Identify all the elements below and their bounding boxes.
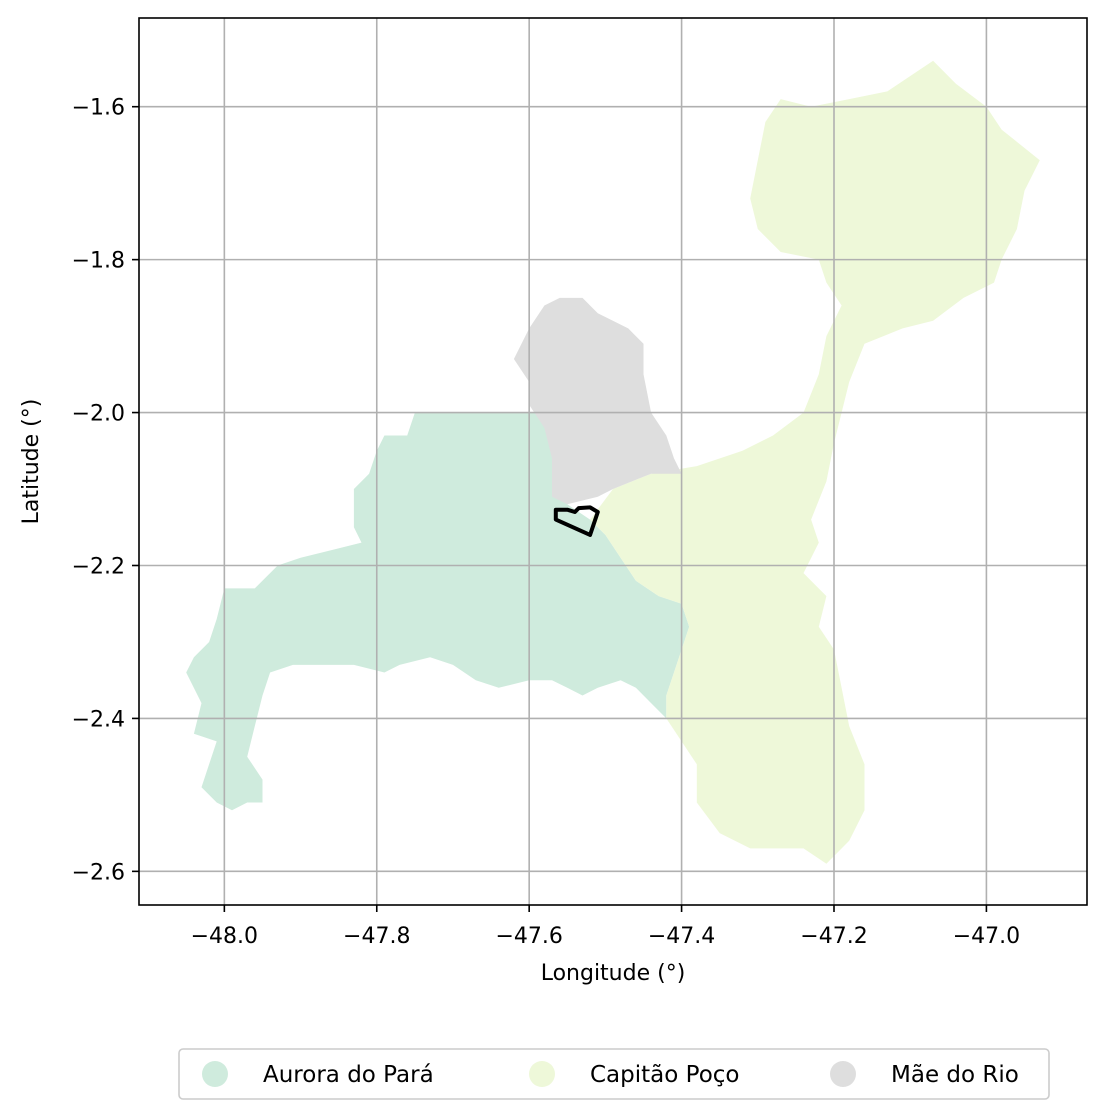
y-axis-label: Latitude (°) [19, 399, 44, 525]
region-capitao-poco [590, 60, 1040, 864]
y-tick-label: −2.2 [72, 554, 125, 579]
legend-marker-mae-do-rio [830, 1061, 856, 1087]
x-tick-label: −47.4 [648, 924, 715, 949]
y-tick-label: −1.6 [72, 96, 125, 121]
legend-label-aurora-do-para: Aurora do Pará [263, 1062, 434, 1088]
y-tick-label: −2.0 [72, 402, 125, 427]
plot-frame [138, 17, 1088, 906]
region-mae-do-rio [513, 297, 682, 505]
legend-label-mae-do-rio: Mãe do Rio [891, 1062, 1019, 1088]
region-layer [186, 60, 1040, 864]
x-tick-label: −47.6 [495, 924, 562, 949]
y-axis-ticks: −1.6 −1.8 −2.0 −2.2 −2.4 −2.6 [72, 96, 139, 885]
x-tick-label: −47.0 [953, 924, 1020, 949]
legend: Aurora do Pará Capitão Poço Mãe do Rio [178, 1048, 1050, 1100]
x-axis-label: Longitude (°) [541, 961, 686, 986]
legend-box [178, 1048, 1050, 1100]
legend-marker-aurora-do-para [202, 1061, 228, 1087]
grid-layer [139, 18, 1087, 905]
y-tick-label: −2.4 [72, 707, 125, 732]
region-aurora-do-para [186, 412, 690, 811]
x-tick-label: −47.8 [343, 924, 410, 949]
y-tick-label: −1.8 [72, 249, 125, 274]
x-tick-label: −47.2 [800, 924, 867, 949]
legend-label-capitao-poco: Capitão Poço [590, 1062, 739, 1088]
y-tick-label: −2.6 [72, 860, 125, 885]
outline-layer [553, 505, 600, 537]
x-tick-label: −48.0 [191, 924, 258, 949]
x-axis-ticks: −48.0 −47.8 −47.6 −47.4 −47.2 −47.0 [191, 905, 1020, 949]
highlight-outline [553, 505, 600, 537]
legend-marker-capitao-poco [529, 1061, 555, 1087]
